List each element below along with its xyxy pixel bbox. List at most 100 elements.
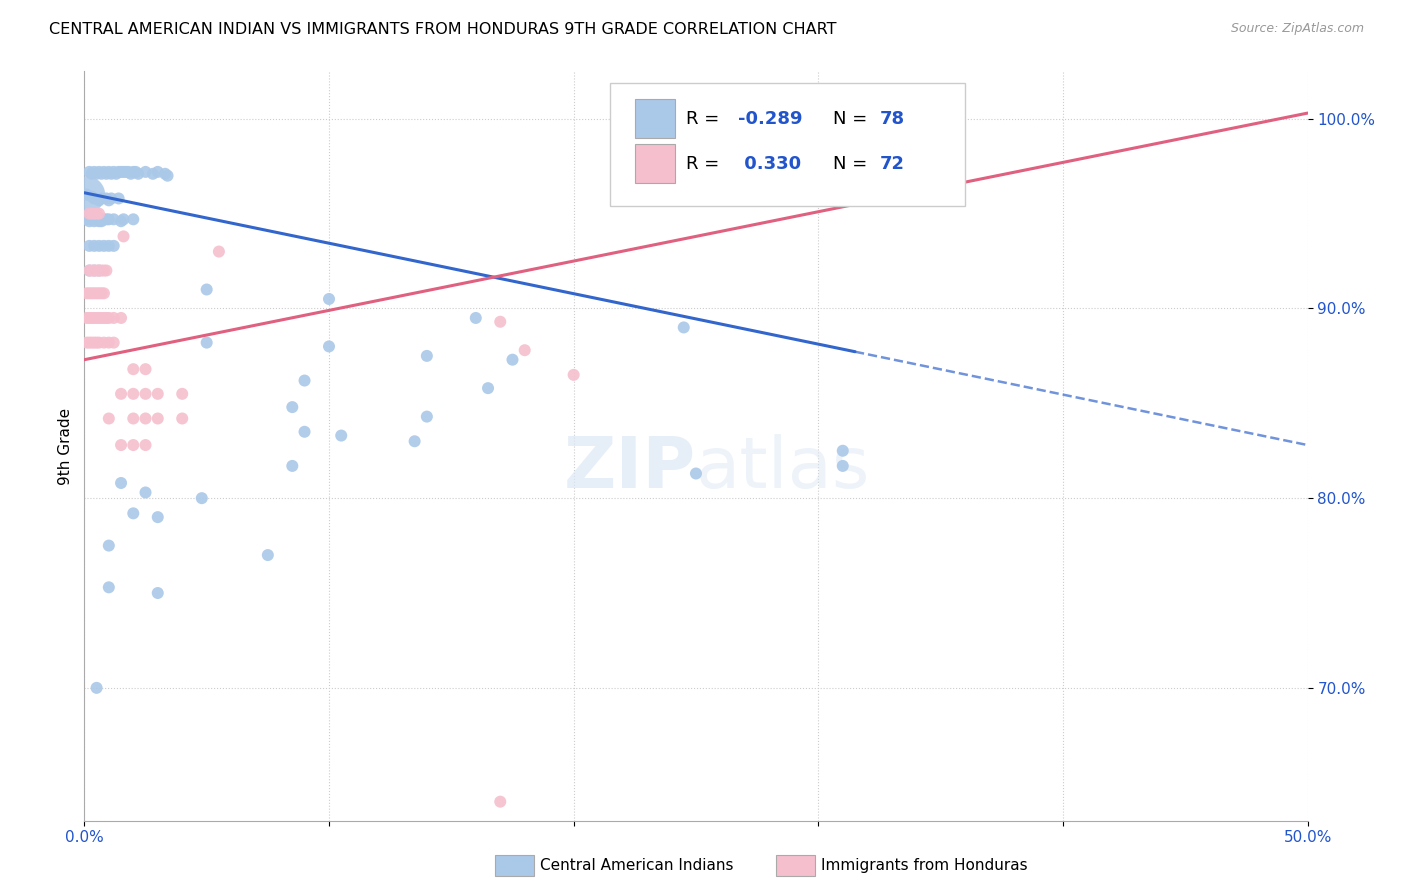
Point [93,286,115,301]
Point [831,167,853,181]
Point [80,286,103,301]
Point [87,310,110,325]
Point [672,320,695,334]
Point [86,310,108,325]
Point [96,167,118,181]
Text: N =: N = [832,110,873,128]
Point [76,335,98,350]
Point [87,263,110,277]
Point [100,191,122,205]
Point [80,335,103,350]
Point [86,286,108,301]
Point [93,263,115,277]
Point [87,335,110,350]
Point [153,167,176,181]
Text: R =: R = [686,154,725,172]
Point [416,349,439,363]
Point [122,506,145,520]
Point [112,165,135,179]
Point [80,212,103,227]
Point [135,485,157,500]
Point [86,212,108,227]
Point [96,212,118,227]
Text: 0.330: 0.330 [738,154,800,172]
Point [318,292,340,306]
Point [135,387,157,401]
Text: atlas: atlas [696,434,870,503]
Point [90,286,112,301]
Point [135,438,157,452]
Point [87,165,110,179]
Point [110,214,132,228]
Point [83,263,105,277]
Point [97,539,120,553]
Point [146,510,169,524]
Point [76,212,98,227]
Point [281,458,304,473]
Point [191,491,214,505]
Text: N =: N = [832,154,873,172]
Point [135,411,157,425]
Point [107,165,129,179]
Point [77,263,100,277]
Point [807,165,830,179]
Point [103,335,125,350]
Point [76,286,98,301]
Point [76,310,98,325]
Point [87,286,110,301]
Point [110,165,132,179]
Point [120,167,142,181]
Text: 72: 72 [880,154,904,172]
Point [103,239,125,253]
Point [404,434,426,449]
Text: Immigrants from Honduras: Immigrants from Honduras [821,858,1028,872]
Point [77,206,100,220]
Point [90,263,112,277]
Point [105,167,128,181]
Point [117,165,139,179]
Point [93,335,115,350]
Point [122,411,145,425]
Point [142,167,165,181]
Point [831,458,853,473]
Point [294,374,316,388]
Point [122,212,145,227]
Point [103,165,125,179]
Point [86,167,108,181]
Point [477,381,499,395]
Point [146,165,169,179]
Point [90,214,112,228]
Point [172,387,194,401]
Point [103,310,125,325]
Point [122,165,145,179]
Point [685,467,707,481]
Point [87,263,110,277]
Point [562,368,585,382]
Point [195,335,218,350]
Point [90,191,112,205]
Point [97,580,120,594]
Point [97,335,120,350]
Point [93,310,115,325]
Point [77,263,100,277]
Y-axis label: 9th Grade: 9th Grade [58,408,73,484]
Point [416,409,439,424]
Point [127,167,149,181]
Point [86,335,108,350]
Point [502,352,524,367]
FancyBboxPatch shape [636,99,675,138]
Point [77,214,100,228]
Point [115,165,138,179]
FancyBboxPatch shape [636,144,675,183]
Point [83,239,105,253]
Point [77,286,100,301]
Point [110,310,132,325]
Point [93,239,115,253]
FancyBboxPatch shape [610,83,965,206]
Point [97,310,120,325]
Point [96,191,118,205]
Point [112,212,135,227]
Point [96,263,118,277]
Text: CENTRAL AMERICAN INDIAN VS IMMIGRANTS FROM HONDURAS 9TH GRADE CORRELATION CHART: CENTRAL AMERICAN INDIAN VS IMMIGRANTS FR… [49,22,837,37]
Point [77,335,100,350]
